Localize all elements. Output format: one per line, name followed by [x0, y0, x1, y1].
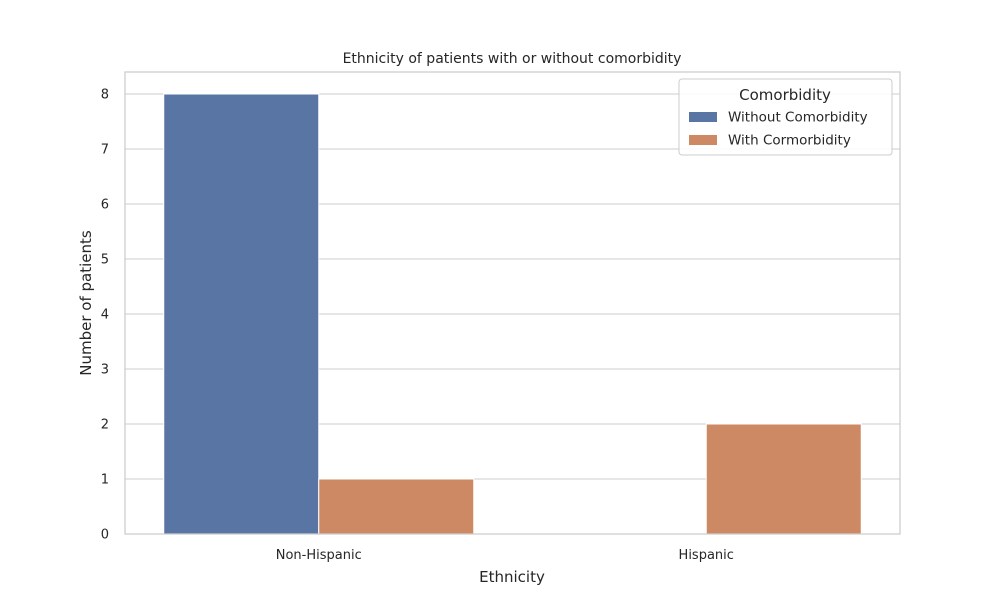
bar	[318, 478, 475, 535]
x-tick-labels: Non-Hispanic Hispanic	[276, 548, 734, 563]
bar	[705, 423, 862, 535]
y-tick-label: 4	[101, 308, 109, 323]
y-tick-label: 7	[101, 143, 109, 158]
legend-box	[678, 78, 893, 156]
plot-frame	[124, 71, 901, 535]
legend: Comorbidity Without Comorbidity With Corm…	[678, 78, 893, 156]
y-tick-label: 5	[101, 253, 109, 268]
y-tick-labels: 0 1 2 3 4 5 6 7 8	[101, 88, 109, 543]
y-tick-label: 3	[101, 363, 109, 378]
y-tick-label: 1	[101, 473, 109, 488]
x-axis-label: Ethnicity	[479, 568, 545, 586]
y-tick-label: 2	[101, 418, 109, 433]
y-tick-label: 8	[101, 88, 109, 103]
bars	[163, 93, 862, 535]
bar	[163, 93, 320, 535]
y-axis-label: Number of patients	[77, 230, 95, 376]
x-tick-label: Hispanic	[679, 548, 734, 563]
legend-swatch	[689, 135, 717, 145]
legend-label: Without Comorbidity	[728, 110, 868, 126]
legend-title: Comorbidity	[739, 86, 831, 104]
chart-title: Ethnicity of patients with or without co…	[343, 51, 682, 67]
y-tick-label: 6	[101, 198, 109, 213]
x-tick-label: Non-Hispanic	[276, 548, 362, 563]
y-tick-label: 0	[101, 528, 109, 543]
legend-label: With Cormorbidity	[728, 133, 851, 149]
legend-items: Without Comorbidity With Cormorbidity	[689, 110, 868, 149]
legend-swatch	[689, 112, 717, 122]
